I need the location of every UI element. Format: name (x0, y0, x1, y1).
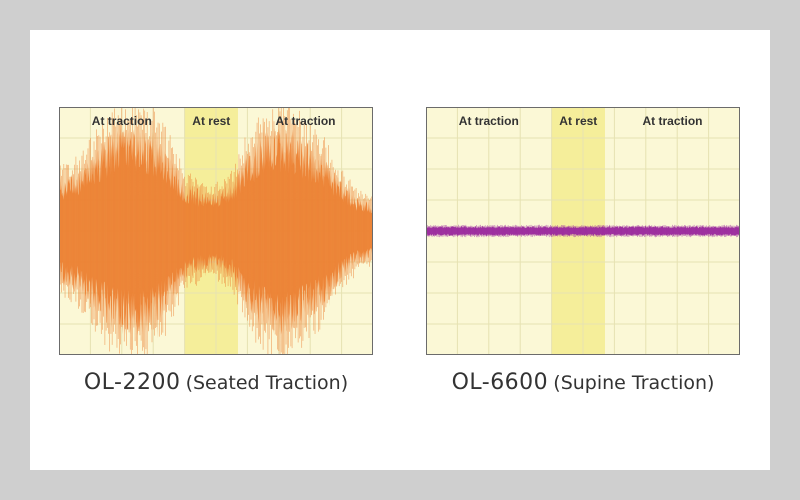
model-name: OL-6600 (451, 370, 549, 395)
phase-label: At rest (192, 114, 230, 128)
waveform-spikes (426, 224, 740, 238)
traction-type: (Supine Traction) (553, 372, 715, 394)
plot-border (59, 107, 373, 355)
phase-label: At traction (459, 114, 519, 128)
phase-label: At traction (275, 114, 335, 128)
traction-type: (Seated Traction) (185, 372, 349, 394)
chart-caption-ol-2200: OL-2200 (Seated Traction) (46, 370, 386, 395)
waveform-spikes (59, 107, 373, 355)
chart-panel-ol-2200: At traction At rest At traction (59, 107, 373, 355)
chart-caption-ol-6600: OL-6600 (Supine Traction) (413, 370, 753, 395)
waveform-chart-ol-6600: At traction At rest At traction (426, 107, 740, 355)
waveform-chart-ol-2200: At traction At rest At traction (59, 107, 373, 355)
plot-border (426, 107, 740, 355)
figure-card: At traction At rest At traction OL-2200 (S… (30, 30, 770, 470)
chart-panel-ol-6600: At traction At rest At traction (426, 107, 740, 355)
phase-label: At rest (559, 114, 597, 128)
phase-label: At traction (92, 114, 152, 128)
phase-label: At traction (642, 114, 702, 128)
model-name: OL-2200 (83, 370, 181, 395)
